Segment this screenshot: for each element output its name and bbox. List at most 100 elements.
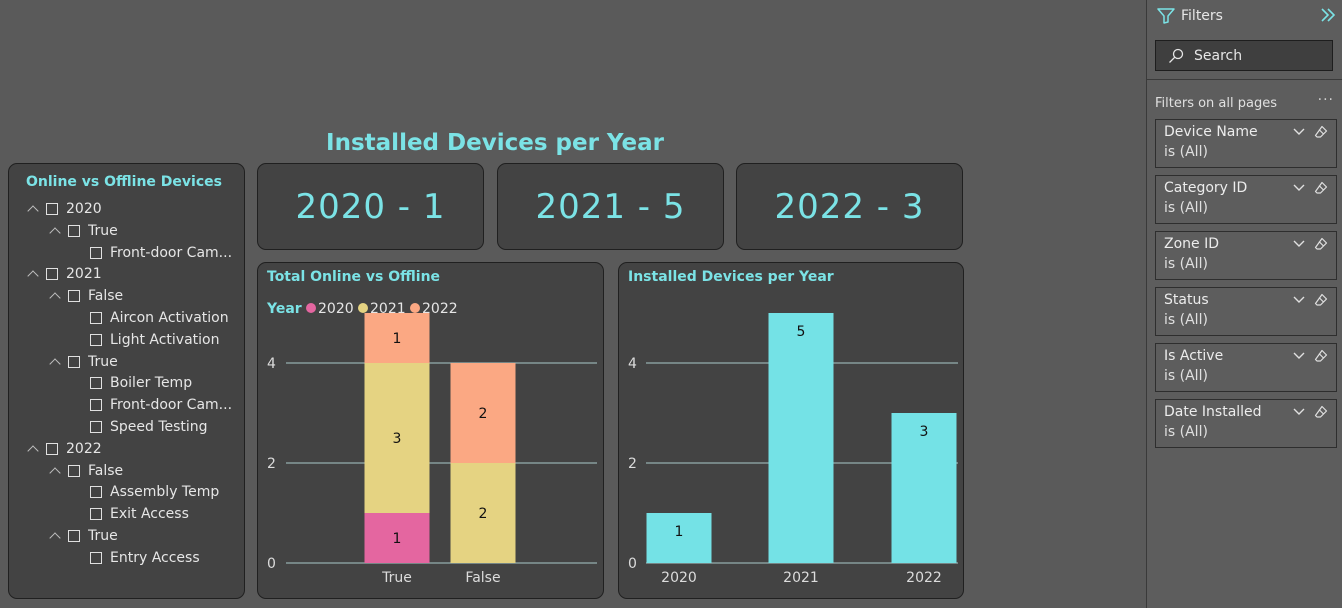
chart-installed-per-year[interactable]: 0 2 4 1 2020 5 2021 3 2022 Installed Devices per…: [618, 262, 964, 599]
slicer-item[interactable]: True: [48, 526, 118, 546]
filter-value: is (All): [1164, 312, 1208, 328]
clear-filter-icon[interactable]: [1314, 237, 1328, 251]
checkbox[interactable]: [68, 530, 80, 542]
card-2022[interactable]: 2022 - 3: [736, 163, 963, 250]
bar-segment[interactable]: [450, 363, 516, 463]
slicer-item-label: False: [88, 462, 124, 479]
filter-card[interactable]: Is Active is (All): [1155, 343, 1337, 392]
slicer-item[interactable]: Front-door Cam...: [70, 395, 232, 415]
card-2020[interactable]: 2020 - 1: [257, 163, 484, 250]
slicer-item[interactable]: Exit Access: [70, 504, 189, 524]
bar-segment[interactable]: [450, 463, 516, 563]
checkbox[interactable]: [90, 333, 102, 346]
collapse-chevron-icon[interactable]: [26, 202, 40, 216]
filter-name: Is Active: [1164, 348, 1224, 364]
checkbox[interactable]: [90, 246, 102, 259]
more-options-icon[interactable]: ···: [1317, 92, 1334, 108]
card-value: 2020 - 1: [295, 186, 446, 227]
filter-card[interactable]: Date Installed is (All): [1155, 399, 1337, 448]
slicer-item[interactable]: True: [48, 221, 118, 241]
chevron-down-icon[interactable]: [1292, 406, 1306, 418]
filters-search-input[interactable]: Search: [1155, 40, 1333, 71]
data-label: 1: [675, 524, 684, 540]
slicer-item[interactable]: True: [48, 352, 118, 372]
collapse-chevron-icon[interactable]: [26, 267, 40, 281]
slicer-item-label: Front-door Cam...: [110, 244, 233, 261]
chart-online-offline[interactable]: Year 2020 2021 2022 0 2 4 1 3 1 True 2 2 False Total …: [257, 262, 604, 599]
chevron-down-icon[interactable]: [1292, 126, 1306, 138]
bar-segment[interactable]: [364, 363, 430, 513]
bar[interactable]: [646, 513, 712, 563]
slicer-item[interactable]: 2020: [26, 199, 102, 219]
checkbox[interactable]: [68, 355, 80, 368]
checkbox[interactable]: [90, 377, 102, 390]
checkbox[interactable]: [90, 486, 102, 499]
clear-filter-icon[interactable]: [1314, 181, 1328, 195]
checkbox[interactable]: [46, 203, 58, 215]
slicer-item[interactable]: Front-door Cam...: [70, 243, 232, 263]
slicer-item[interactable]: Entry Access: [70, 548, 200, 568]
checkbox[interactable]: [90, 551, 102, 564]
filter-name: Date Installed: [1164, 404, 1262, 420]
bar-segment[interactable]: [364, 513, 430, 563]
clear-filter-icon[interactable]: [1314, 349, 1328, 363]
bar[interactable]: [768, 313, 834, 563]
slicer-item[interactable]: Boiler Temp: [70, 373, 192, 393]
slicer-item[interactable]: Light Activation: [70, 330, 219, 350]
collapse-chevron-icon[interactable]: [48, 355, 62, 369]
filter-card[interactable]: Category ID is (All): [1155, 175, 1337, 224]
chevron-down-icon[interactable]: [1292, 182, 1306, 194]
slicer-item-label: False: [88, 288, 124, 305]
data-label: 2: [479, 406, 488, 422]
x-tick-label: 2021: [783, 570, 819, 586]
checkbox[interactable]: [68, 464, 80, 477]
filter-card[interactable]: Zone ID is (All): [1155, 231, 1337, 280]
slicer-item-label: 2020: [66, 201, 102, 217]
slicer-item[interactable]: Speed Testing: [70, 417, 208, 437]
bar[interactable]: [891, 413, 957, 563]
clear-filter-icon[interactable]: [1314, 405, 1328, 419]
slicer-item[interactable]: Assembly Temp: [70, 482, 219, 502]
slicer-item-label: True: [88, 353, 118, 370]
clear-filter-icon[interactable]: [1314, 293, 1328, 307]
y-tick-label: 2: [628, 456, 637, 472]
chevron-down-icon[interactable]: [1292, 294, 1306, 306]
filter-value: is (All): [1164, 368, 1208, 384]
slicer-item[interactable]: 2021: [26, 264, 102, 284]
clear-filter-icon[interactable]: [1314, 125, 1328, 139]
x-tick-label: False: [465, 570, 500, 586]
checkbox[interactable]: [68, 290, 80, 303]
y-tick-label: 4: [628, 356, 637, 372]
bar-segment[interactable]: [364, 313, 430, 363]
checkbox[interactable]: [90, 312, 102, 324]
checkbox[interactable]: [68, 224, 80, 237]
card-value: 2022 - 3: [774, 186, 925, 227]
filters-pane: Filters Search Filters on all pages ··· …: [1146, 0, 1342, 608]
checkbox[interactable]: [90, 508, 102, 521]
chevron-down-icon[interactable]: [1292, 350, 1306, 362]
checkbox[interactable]: [90, 421, 102, 433]
collapse-chevron-icon[interactable]: [26, 442, 40, 456]
collapse-chevron-icon[interactable]: [48, 224, 62, 238]
checkbox[interactable]: [90, 399, 102, 412]
collapse-chevron-icon[interactable]: [48, 529, 62, 543]
card-2021[interactable]: 2021 - 5: [497, 163, 724, 250]
slicer-item[interactable]: False: [48, 461, 123, 481]
filter-name: Category ID: [1164, 180, 1248, 196]
checkbox[interactable]: [46, 442, 58, 455]
filter-card[interactable]: Status is (All): [1155, 287, 1337, 336]
filters-header: Filters: [1157, 6, 1223, 26]
expand-pane-icon[interactable]: [1320, 6, 1336, 24]
collapse-chevron-icon[interactable]: [48, 464, 62, 478]
search-placeholder: Search: [1194, 47, 1243, 64]
slicer-item[interactable]: False: [48, 286, 123, 306]
data-label: 1: [393, 531, 402, 547]
legend-entry: 2022: [422, 301, 458, 317]
slicer-item[interactable]: Aircon Activation: [70, 308, 229, 328]
collapse-chevron-icon[interactable]: [48, 289, 62, 303]
chevron-down-icon[interactable]: [1292, 238, 1306, 250]
slicer-item[interactable]: 2022: [26, 439, 102, 459]
filter-card[interactable]: Device Name is (All): [1155, 119, 1337, 168]
checkbox[interactable]: [46, 268, 58, 281]
x-tick-label: 2022: [906, 570, 942, 586]
